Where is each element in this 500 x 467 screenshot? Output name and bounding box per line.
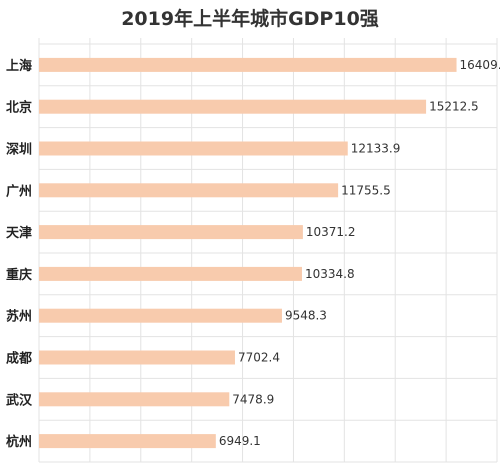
value-label: 7702.4 [238,351,280,365]
category-label: 武汉 [6,392,33,408]
category-label: 上海 [6,58,32,74]
label-layer: 上海 16409.9 北京 15212.5 深圳 12133.9 广州 11755.5 天津 10… [6,58,500,450]
value-label: 15212.5 [429,100,479,114]
value-label: 7478.9 [232,392,274,406]
category-label: 重庆 [6,267,32,283]
value-label: 12133.9 [351,142,401,156]
category-label: 深圳 [6,142,32,158]
value-label: 11755.5 [341,183,391,197]
bar-1 [39,99,427,114]
bar-9 [39,434,216,449]
bar-3 [39,183,339,198]
value-label: 10334.8 [305,267,355,281]
value-label: 6949.1 [219,434,261,448]
value-label: 9548.3 [285,309,327,323]
value-label: 10371.2 [306,225,356,239]
category-label: 北京 [6,100,32,116]
category-label: 杭州 [6,434,32,450]
value-label: 16409.9 [460,58,500,72]
bar-5 [39,266,302,281]
bar-8 [39,392,230,407]
category-label: 成都 [6,351,32,367]
chart-title: 2019年上半年城市GDP10强 [121,8,379,30]
bar-layer [39,57,457,449]
category-label: 苏州 [6,309,32,325]
grid-layer [38,38,498,463]
category-label: 天津 [6,225,32,241]
bar-7 [39,350,235,365]
category-label: 广州 [6,183,32,199]
bar-4 [39,225,303,240]
bar-0 [39,57,457,72]
bar-2 [39,141,348,156]
bar-6 [39,308,282,323]
